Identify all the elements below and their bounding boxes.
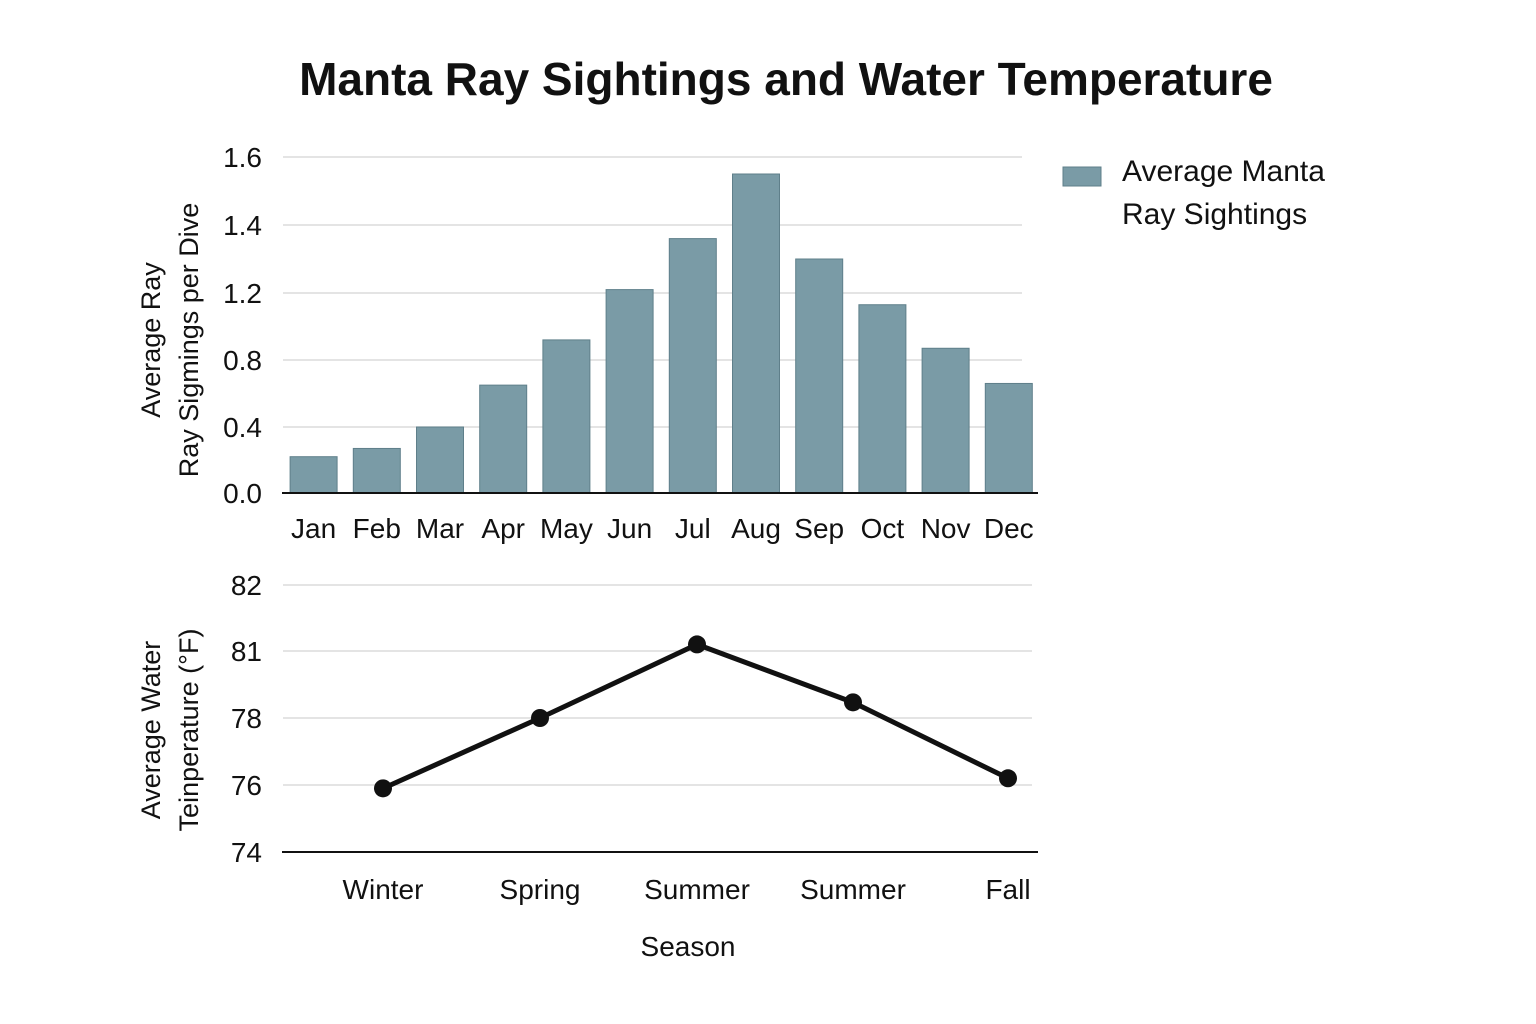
bar-x-tick-label: Sep	[794, 513, 844, 544]
bar-x-tick-label: Dec	[984, 513, 1034, 544]
line-y-tick-label: 74	[231, 837, 262, 868]
bar-y-tick-label: 0.0	[223, 478, 262, 509]
bar-x-tick-label: Feb	[353, 513, 401, 544]
bar-chart: 0.0 0.4 0.8 1.2 1.4 1.6 Jan Feb Mar Apr May Jun Jul A…	[136, 142, 1325, 544]
bar-x-tick-label: Aug	[731, 513, 781, 544]
line-x-tick-label: Spring	[500, 874, 581, 905]
bar-x-tick-label: Jul	[675, 513, 711, 544]
temperature-point	[374, 779, 392, 798]
bar-jul	[668, 238, 717, 494]
line-y-tick-label: 81	[231, 636, 262, 667]
line-x-axis-label: Season	[641, 931, 736, 962]
bar-y-tick-label: 1.2	[223, 278, 262, 309]
bar-nov	[921, 347, 970, 494]
bar-apr	[479, 384, 528, 494]
bar-jun	[605, 289, 654, 494]
bar-y-tick-label: 1.6	[223, 142, 262, 173]
line-y-tick-label: 76	[231, 770, 262, 801]
bar-y-tick-label: 1.4	[223, 210, 262, 241]
line-y-tick-label: 82	[231, 570, 262, 601]
bar-jan	[289, 456, 338, 494]
temperature-point	[844, 693, 862, 712]
bar-x-tick-label: Nov	[921, 513, 971, 544]
line-x-tick-label: Summer	[644, 874, 750, 905]
temperature-point	[531, 709, 549, 727]
legend-label: Average Manta Ray Sightings	[1122, 155, 1325, 231]
bar-x-tick-label: Jan	[291, 513, 336, 544]
bar-aug	[732, 173, 780, 494]
page-title: Manta Ray Sightings and Water Temperatur…	[299, 53, 1273, 105]
bar-x-tick-label: Apr	[481, 513, 525, 544]
bar-y-tick-label: 0.8	[223, 345, 262, 376]
bar-y-tick-label: 0.4	[223, 412, 262, 443]
line-x-tick-label: Fall	[985, 874, 1030, 905]
bar-x-tick-label: Oct	[861, 513, 905, 544]
temperature-line	[381, 641, 1010, 791]
bar-x-tick-label: Mar	[416, 513, 464, 544]
bar-mar	[416, 426, 464, 494]
bar-x-tick-label: Jun	[607, 513, 652, 544]
line-chart: 74 76 78 81 82 Winter Spring Summer Summer Fall Se…	[136, 570, 1038, 962]
line-y-tick-label: 78	[231, 703, 262, 734]
line-y-axis-label: Average Water Teinperature (°F)	[136, 629, 204, 832]
bar-oct	[858, 304, 907, 494]
temperature-point	[688, 635, 706, 654]
bar-feb	[352, 447, 401, 494]
bar-dec	[984, 382, 1033, 494]
bar-may	[542, 339, 591, 494]
bar-sep	[795, 258, 844, 494]
bar-x-tick-label: May	[540, 513, 593, 544]
line-x-tick-label: Summer	[800, 874, 906, 905]
line-x-tick-label: Winter	[343, 874, 424, 905]
legend-swatch	[1062, 166, 1102, 187]
bar-y-axis-label: Average Ray Ray Sigmings per Dive	[136, 203, 204, 478]
temperature-point	[999, 769, 1017, 788]
